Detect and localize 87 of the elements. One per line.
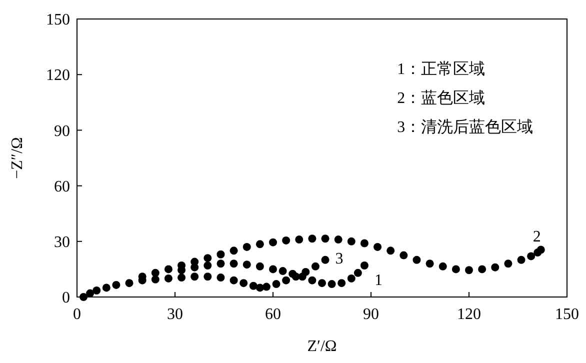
point bbox=[292, 272, 300, 281]
point bbox=[190, 258, 199, 266]
x-tick-label: 90 bbox=[363, 306, 379, 323]
point bbox=[262, 282, 270, 291]
y-tick-label: 90 bbox=[54, 122, 70, 140]
point bbox=[318, 279, 326, 288]
point bbox=[230, 260, 238, 268]
point bbox=[190, 272, 199, 281]
point bbox=[360, 261, 368, 270]
point bbox=[328, 280, 336, 288]
point bbox=[374, 242, 382, 251]
point bbox=[102, 284, 110, 292]
point bbox=[242, 260, 251, 269]
point bbox=[242, 242, 251, 251]
point bbox=[256, 240, 264, 248]
point bbox=[278, 267, 287, 276]
y-tick-label: 60 bbox=[54, 178, 70, 196]
point bbox=[256, 262, 264, 270]
point bbox=[216, 274, 225, 282]
point bbox=[438, 262, 447, 270]
point bbox=[164, 265, 172, 274]
point bbox=[249, 282, 258, 290]
point bbox=[282, 236, 290, 244]
point bbox=[452, 265, 460, 274]
point bbox=[216, 260, 225, 268]
point bbox=[527, 252, 536, 260]
point bbox=[178, 274, 186, 282]
point bbox=[321, 234, 330, 243]
point bbox=[216, 250, 225, 258]
point bbox=[151, 268, 160, 277]
point bbox=[256, 284, 264, 292]
point bbox=[80, 293, 88, 301]
point bbox=[321, 256, 330, 264]
series-label: 2 bbox=[532, 228, 541, 246]
x-tick-label: 150 bbox=[555, 306, 579, 323]
point bbox=[360, 239, 368, 248]
point bbox=[338, 279, 346, 288]
point bbox=[86, 289, 94, 298]
point bbox=[400, 251, 408, 260]
point bbox=[230, 246, 238, 255]
series-label: 1 bbox=[374, 272, 382, 290]
point bbox=[347, 237, 356, 246]
point bbox=[308, 234, 316, 243]
point bbox=[311, 262, 320, 270]
y-axis-title: −Z″/Ω bbox=[9, 136, 26, 179]
point bbox=[478, 265, 486, 274]
point bbox=[204, 261, 212, 270]
point bbox=[151, 275, 160, 284]
point bbox=[269, 265, 277, 274]
point bbox=[204, 254, 212, 262]
point bbox=[334, 236, 342, 244]
point bbox=[412, 256, 421, 264]
series-label: 3 bbox=[335, 250, 344, 268]
x-tick-label: 60 bbox=[265, 306, 281, 323]
point bbox=[282, 276, 290, 284]
point bbox=[272, 280, 280, 288]
point bbox=[504, 260, 512, 268]
point bbox=[354, 268, 362, 277]
point bbox=[347, 274, 356, 282]
point bbox=[204, 272, 212, 281]
point bbox=[112, 280, 120, 289]
point bbox=[125, 279, 134, 288]
point bbox=[295, 236, 304, 244]
annotation: 2：蓝色区域 bbox=[397, 89, 486, 107]
point bbox=[491, 263, 500, 272]
point bbox=[164, 274, 172, 282]
y-tick-label: 0 bbox=[62, 290, 70, 307]
point bbox=[302, 268, 310, 276]
annotation: 3：清洗后蓝色区域 bbox=[397, 118, 534, 136]
y-tick-label: 150 bbox=[46, 12, 70, 29]
y-tick-label: 30 bbox=[54, 234, 70, 251]
point bbox=[269, 238, 277, 246]
point bbox=[386, 246, 395, 255]
point bbox=[240, 279, 248, 288]
point bbox=[308, 276, 316, 284]
y-tick-label: 120 bbox=[46, 67, 70, 84]
point bbox=[92, 286, 101, 295]
point bbox=[517, 256, 526, 264]
x-tick-label: 30 bbox=[167, 306, 183, 323]
point bbox=[536, 246, 545, 254]
x-tick-label: 120 bbox=[457, 306, 481, 323]
point bbox=[230, 276, 238, 284]
x-axis-title: Z′/Ω bbox=[307, 338, 337, 355]
annotation: 1：正常区域 bbox=[397, 60, 486, 78]
point bbox=[426, 260, 434, 268]
x-tick-label: 0 bbox=[73, 306, 81, 323]
point bbox=[465, 266, 473, 274]
